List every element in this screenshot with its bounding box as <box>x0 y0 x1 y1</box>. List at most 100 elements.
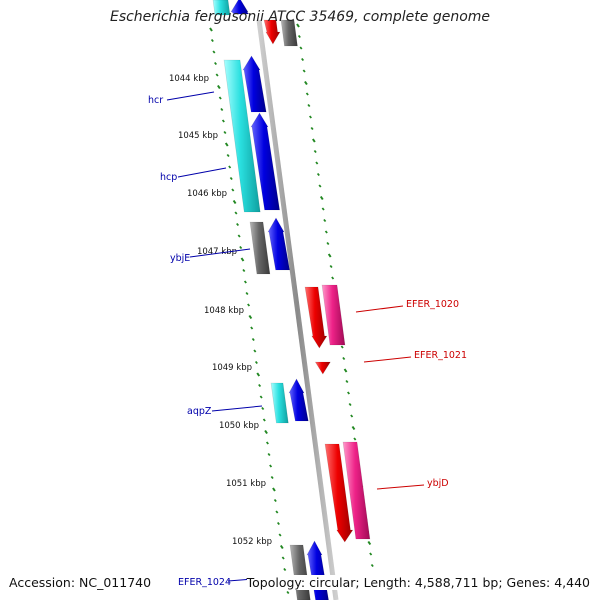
ruler-label: 1048 kbp <box>204 306 244 316</box>
inner-tick <box>237 234 241 238</box>
inner-tick <box>232 199 237 205</box>
inner-tick <box>212 50 216 54</box>
outer-tick <box>327 253 332 258</box>
inner-tick <box>209 27 213 32</box>
outer-tick <box>329 264 333 269</box>
backbone-line <box>256 19 339 600</box>
outer-tick <box>347 391 351 395</box>
gene-arrow-ybjE <box>267 217 291 271</box>
outer-tick <box>348 402 352 407</box>
inner-tick <box>218 96 222 100</box>
outer-tick <box>321 207 325 211</box>
label-leader-line <box>363 356 412 363</box>
gene-arrow-EFER_1024 <box>306 540 329 600</box>
outer-tick <box>323 218 327 223</box>
outer-tick <box>350 414 354 418</box>
outer-tick <box>326 241 330 246</box>
map-title: Escherichia fergusonii ATCC 35469, compl… <box>109 9 491 25</box>
inner-tick <box>264 429 268 435</box>
inner-tick <box>279 544 284 550</box>
gene-label: hcp <box>160 172 177 183</box>
inner-tick <box>262 418 266 422</box>
inner-tick <box>261 406 265 411</box>
inner-tick <box>217 84 221 90</box>
inner-tick <box>245 291 249 296</box>
inner-tick <box>283 567 287 572</box>
outer-tick <box>370 563 374 568</box>
outer-tick <box>331 276 335 280</box>
outer-tick <box>307 103 311 108</box>
inner-tick <box>210 38 214 43</box>
inner-tick <box>265 441 269 445</box>
genome-backbone <box>256 19 339 600</box>
inner-tick <box>242 268 246 273</box>
gene-block-top-gray <box>280 19 298 47</box>
gene-arrow-EFER_1021 <box>314 361 331 375</box>
gene-block-top-cyan <box>212 0 231 16</box>
outer-tick <box>312 138 316 143</box>
gene-block-EFER_1020 <box>321 284 346 346</box>
outer-tick <box>343 368 348 373</box>
inner-tick <box>215 73 219 77</box>
outer-tick <box>296 23 300 28</box>
outer-tick <box>301 57 305 62</box>
label-leader-line <box>177 167 227 178</box>
ruler-label: 1047 kbp <box>197 247 237 257</box>
outer-tick <box>351 425 356 431</box>
inner-tick <box>276 521 280 526</box>
ruler-label: 1044 kbp <box>169 74 209 84</box>
gene-label: EFER_1021 <box>414 350 467 361</box>
ruler-label: 1052 kbp <box>232 537 272 547</box>
inner-tick <box>223 130 227 135</box>
outer-tick <box>305 92 309 96</box>
outer-tick <box>324 230 328 234</box>
inner-tick <box>259 395 263 399</box>
outer-tick <box>345 379 349 384</box>
outer-tick <box>319 195 324 201</box>
gene-block-ybjE <box>249 221 271 275</box>
inner-tick <box>254 360 258 365</box>
ruler-label: 1045 kbp <box>178 131 218 141</box>
inner-tick <box>267 452 271 457</box>
inner-tick <box>250 326 254 330</box>
inner-tick <box>221 119 225 123</box>
inner-tick <box>220 107 224 112</box>
label-leader-line <box>376 484 425 490</box>
gene-block-aqpZ <box>270 382 289 424</box>
ruler-label: 1049 kbp <box>212 363 252 373</box>
inner-tick <box>281 556 285 560</box>
inner-tick <box>247 303 251 307</box>
labels: 1044 kbp 1045 kbp 1046 kbp 1047 kbp 1048 kbp… <box>148 74 467 588</box>
inner-tick <box>236 222 240 227</box>
inner-tick <box>273 498 277 503</box>
inner-tick <box>278 533 282 537</box>
label-leader-line <box>355 305 404 313</box>
outer-tick <box>310 126 314 131</box>
inner-tick <box>253 349 257 353</box>
outer-tick <box>299 46 303 50</box>
gene-block-bottom-gray <box>289 544 311 600</box>
outer-tick <box>318 184 322 188</box>
outer-tick <box>369 552 373 556</box>
inner-tick <box>226 153 230 158</box>
outer-tick <box>308 115 312 119</box>
inner-tick <box>234 211 238 215</box>
outer-tick <box>315 161 319 165</box>
inner-tick <box>286 590 290 595</box>
outer-tick <box>304 80 308 86</box>
inner-tick <box>228 165 232 169</box>
outer-tick <box>340 345 344 349</box>
gene-block-hcr <box>223 59 261 213</box>
gene-arrow-ybjD <box>324 443 354 543</box>
gene-block-ybjD <box>342 441 371 540</box>
gene-arrow-EFER_1020 <box>304 286 328 349</box>
gene-label: EFER_1020 <box>406 299 459 310</box>
gene-label: ybjD <box>427 478 449 489</box>
outer-tick <box>297 34 301 39</box>
inner-tick <box>248 314 253 320</box>
inner-tick <box>240 257 245 262</box>
inner-tick <box>256 372 261 377</box>
gene-arrow-hcr <box>242 55 267 113</box>
